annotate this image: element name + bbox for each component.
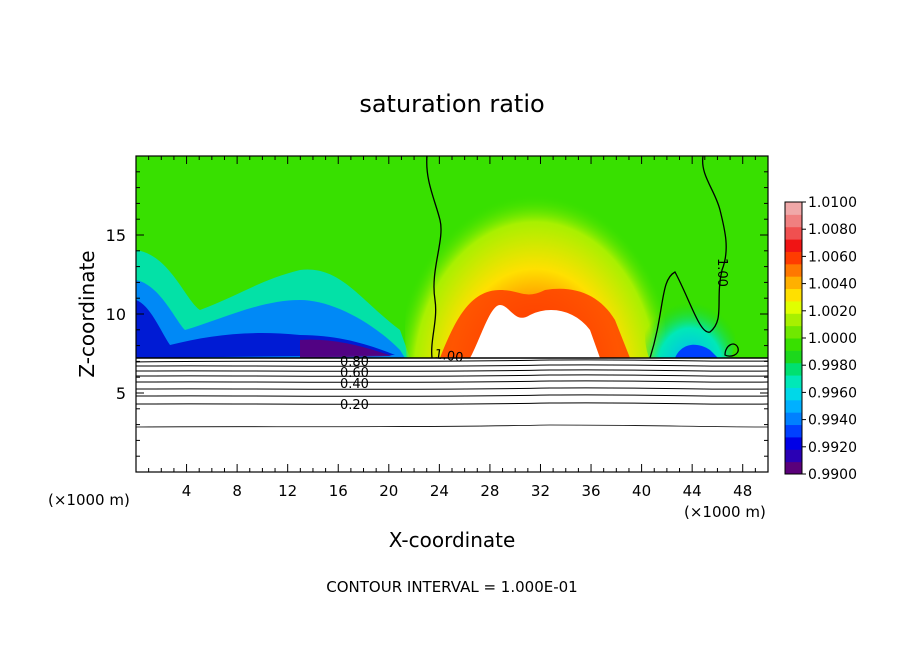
- colorbar-label: 0.9960: [808, 385, 857, 401]
- colorbar-swatch: [785, 436, 802, 450]
- x-tick-label: 48: [733, 482, 752, 500]
- x-tick-label: 8: [232, 482, 242, 500]
- y-tick-label: 5: [116, 384, 126, 403]
- contour-band-lines: [136, 357, 768, 428]
- colorbar-label: 1.0040: [808, 277, 857, 293]
- y-tick-label: 10: [106, 305, 126, 324]
- colorbar-label: 1.0080: [808, 222, 857, 238]
- x-tick-label: 16: [329, 482, 348, 500]
- colorbar-label: 1.0100: [808, 195, 857, 211]
- colorbar-swatch: [785, 276, 802, 290]
- x-unit-left: (×1000 m): [48, 491, 130, 509]
- colorbar-swatch: [785, 300, 802, 314]
- contour-label: 0.20: [340, 398, 369, 413]
- x-tick-label: 36: [581, 482, 600, 500]
- blue-region-right: [675, 344, 718, 358]
- contour-1-00-left: [426, 156, 442, 359]
- colorbar-label: 1.0020: [808, 304, 857, 320]
- x-tick-label: 20: [379, 482, 398, 500]
- colorbar-swatch: [785, 263, 802, 277]
- colorbar-labels: 1.0100 1.0080 1.0060 1.0040 1.0020 1.0000 0.99…: [802, 195, 857, 483]
- colorbar-label: 0.9920: [808, 440, 857, 456]
- y-axis: 5 10 15: [106, 171, 768, 457]
- x-tick-label: 32: [531, 482, 550, 500]
- colorbar-swatch: [785, 226, 802, 240]
- colorbar-label: 0.9940: [808, 413, 857, 429]
- colorbar-swatch: [785, 412, 802, 426]
- colorbar: [784, 201, 803, 475]
- colorbar-label: 1.0000: [808, 331, 857, 347]
- x-tick-label: 24: [430, 482, 449, 500]
- colorbar-swatch: [785, 288, 802, 302]
- plot-area: [136, 156, 768, 472]
- white-dome: [470, 305, 600, 358]
- colorbar-swatch: [785, 375, 802, 388]
- contour-interval-note: CONTOUR INTERVAL = 1.000E-01: [326, 578, 577, 596]
- x-tick-label: 44: [683, 482, 702, 500]
- chart-title: saturation ratio: [359, 90, 544, 118]
- colorbar-swatch: [785, 362, 802, 376]
- colorbar-swatch: [785, 399, 802, 413]
- contour-label: 0.40: [340, 377, 369, 392]
- colorbar-swatch: [785, 251, 802, 265]
- colorbar-label: 0.9900: [808, 467, 857, 483]
- lower-field: [136, 358, 768, 472]
- purple-region-left: [300, 339, 392, 358]
- x-tick-label: 4: [182, 482, 192, 500]
- contour-label: 0.60: [340, 366, 369, 381]
- x-axis: 4 8 12 16 20 24 28 32 36 40 44 48: [148, 156, 756, 500]
- colorbar-swatch: [785, 338, 802, 351]
- colorbar-swatch: [785, 202, 802, 215]
- contour-label: 1.00: [714, 258, 729, 287]
- contour-label: 1.00: [433, 347, 464, 366]
- x-tick-label: 40: [632, 482, 651, 500]
- contour-label: 0.80: [340, 355, 369, 370]
- x-unit-right: (×1000 m): [684, 503, 766, 521]
- contour-1-00-right: [649, 156, 727, 359]
- contour-1-00-small: [724, 343, 739, 357]
- x-tick-label: 28: [480, 482, 499, 500]
- x-tick-label: 12: [278, 482, 297, 500]
- colorbar-label: 1.0060: [808, 249, 857, 265]
- contour-labels: 1.00 0.80 0.60 0.40 0.20 1.00: [340, 258, 729, 413]
- colorbar-swatch: [785, 350, 802, 364]
- y-axis-label: Z-coordinate: [75, 250, 99, 377]
- colorbar-swatch: [785, 449, 802, 463]
- colorbar-swatch: [785, 239, 802, 252]
- x-axis-label: X-coordinate: [389, 528, 516, 552]
- colorbar-swatch: [785, 424, 802, 438]
- colorbar-swatch: [785, 387, 802, 401]
- y-tick-label: 15: [106, 226, 126, 245]
- colorbar-swatch: [785, 461, 802, 475]
- colorbar-swatch: [785, 325, 802, 339]
- colorbar-swatch: [785, 214, 802, 228]
- colorbar-swatch: [785, 313, 802, 327]
- colorbar-label: 0.9980: [808, 358, 857, 374]
